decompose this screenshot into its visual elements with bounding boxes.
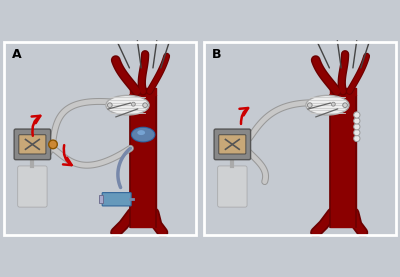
Circle shape — [354, 129, 360, 136]
FancyBboxPatch shape — [214, 129, 250, 160]
FancyBboxPatch shape — [102, 193, 131, 206]
FancyBboxPatch shape — [18, 166, 47, 207]
Circle shape — [49, 140, 57, 149]
Ellipse shape — [137, 130, 145, 135]
Circle shape — [354, 112, 360, 118]
FancyBboxPatch shape — [218, 166, 247, 207]
Circle shape — [354, 124, 360, 130]
Circle shape — [343, 103, 348, 107]
Bar — [100, 195, 103, 203]
FancyBboxPatch shape — [219, 135, 246, 154]
Circle shape — [108, 103, 112, 107]
Ellipse shape — [306, 95, 349, 115]
Text: A: A — [12, 48, 22, 61]
Circle shape — [354, 118, 360, 124]
Ellipse shape — [131, 127, 155, 142]
Ellipse shape — [106, 95, 149, 115]
FancyBboxPatch shape — [14, 129, 51, 160]
Circle shape — [331, 102, 335, 106]
Circle shape — [354, 135, 360, 142]
Circle shape — [143, 103, 148, 107]
Text: B: B — [212, 48, 221, 61]
Circle shape — [308, 103, 312, 107]
FancyBboxPatch shape — [19, 135, 46, 154]
Circle shape — [131, 102, 135, 106]
